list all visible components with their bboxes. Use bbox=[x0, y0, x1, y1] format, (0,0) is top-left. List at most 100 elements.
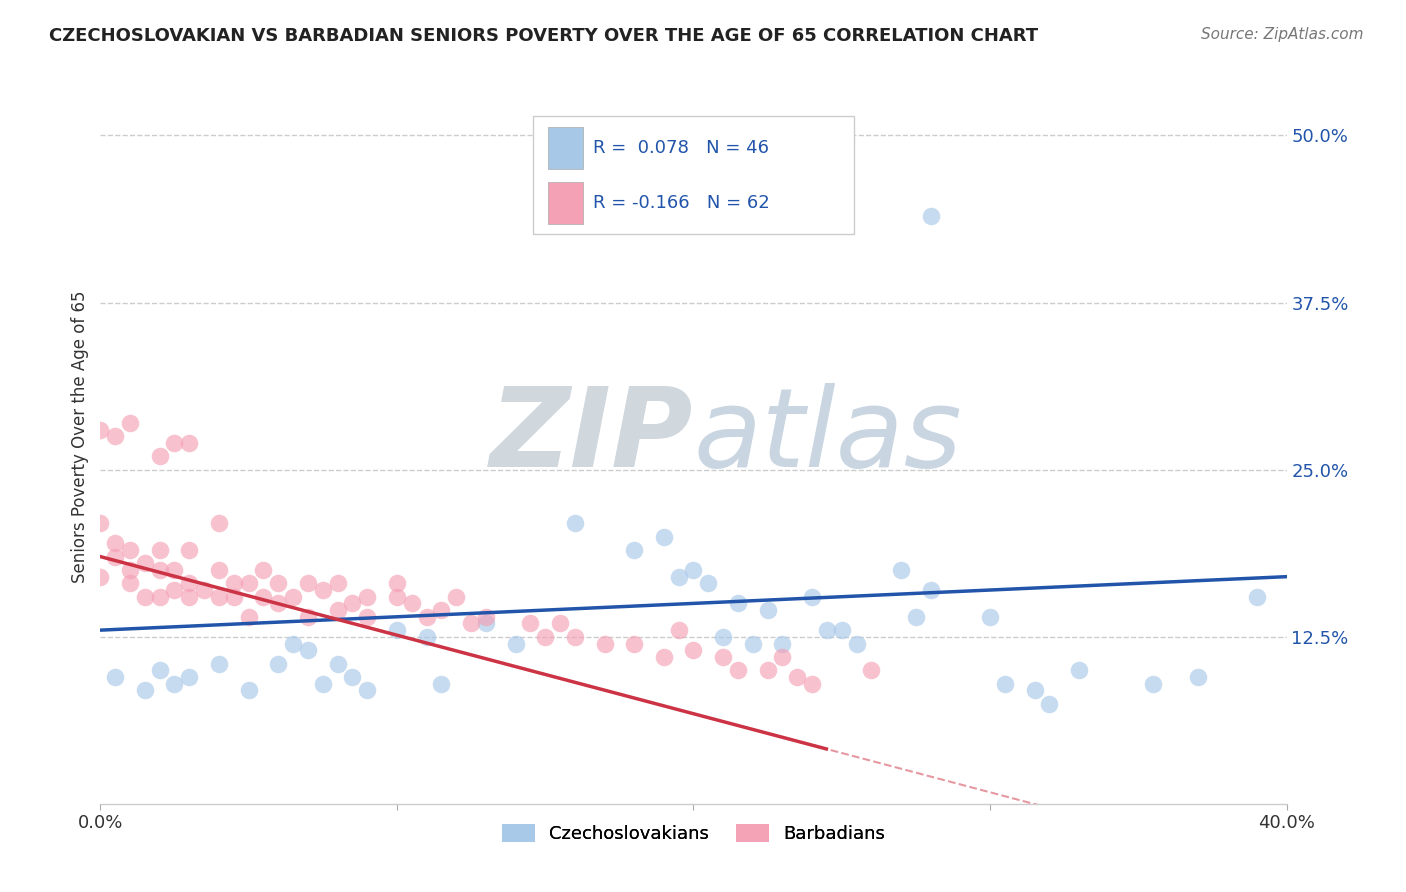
Point bbox=[222, 576, 245, 591]
Point bbox=[711, 649, 734, 664]
Point bbox=[801, 676, 824, 690]
Point bbox=[252, 563, 274, 577]
Point bbox=[179, 670, 201, 684]
Text: atlas: atlas bbox=[693, 383, 962, 490]
Point bbox=[104, 549, 127, 564]
Point bbox=[1024, 683, 1046, 698]
FancyBboxPatch shape bbox=[533, 116, 853, 234]
Point bbox=[134, 556, 156, 570]
Point bbox=[297, 576, 319, 591]
Point bbox=[564, 630, 586, 644]
Point bbox=[149, 590, 172, 604]
Text: Source: ZipAtlas.com: Source: ZipAtlas.com bbox=[1201, 27, 1364, 42]
Point bbox=[179, 436, 201, 450]
Point bbox=[342, 670, 364, 684]
Point bbox=[815, 623, 838, 637]
Point bbox=[267, 576, 290, 591]
Point bbox=[356, 590, 378, 604]
Point bbox=[149, 450, 172, 464]
Point bbox=[904, 609, 927, 624]
Point bbox=[920, 209, 942, 223]
Point bbox=[786, 670, 808, 684]
Point bbox=[208, 563, 231, 577]
Text: R =  0.078   N = 46: R = 0.078 N = 46 bbox=[593, 138, 769, 157]
Point bbox=[312, 676, 335, 690]
Point bbox=[519, 616, 541, 631]
Point bbox=[179, 590, 201, 604]
Point bbox=[104, 429, 127, 443]
Point bbox=[1067, 663, 1090, 677]
Point bbox=[401, 596, 423, 610]
Point bbox=[134, 683, 156, 698]
Point bbox=[564, 516, 586, 531]
Point bbox=[668, 569, 690, 583]
FancyBboxPatch shape bbox=[547, 182, 583, 224]
Point bbox=[460, 616, 482, 631]
Point bbox=[430, 603, 453, 617]
Point bbox=[238, 609, 260, 624]
Point bbox=[979, 609, 1001, 624]
Point bbox=[163, 436, 186, 450]
Point bbox=[149, 563, 172, 577]
Point bbox=[385, 576, 408, 591]
Point bbox=[267, 596, 290, 610]
Point bbox=[208, 516, 231, 531]
Point bbox=[430, 676, 453, 690]
Point bbox=[1142, 676, 1164, 690]
Point bbox=[385, 590, 408, 604]
Point bbox=[252, 590, 274, 604]
Point bbox=[831, 623, 853, 637]
Point bbox=[548, 616, 571, 631]
Legend: Czechoslovakians, Barbadians: Czechoslovakians, Barbadians bbox=[495, 816, 891, 850]
Point bbox=[727, 596, 749, 610]
Point bbox=[342, 596, 364, 610]
Point bbox=[593, 636, 616, 650]
Text: CZECHOSLOVAKIAN VS BARBADIAN SENIORS POVERTY OVER THE AGE OF 65 CORRELATION CHAR: CZECHOSLOVAKIAN VS BARBADIAN SENIORS POV… bbox=[49, 27, 1039, 45]
Point bbox=[118, 542, 141, 557]
Point bbox=[326, 603, 349, 617]
Point bbox=[297, 643, 319, 657]
Point bbox=[756, 603, 779, 617]
Point bbox=[668, 623, 690, 637]
Point bbox=[1246, 590, 1268, 604]
Point bbox=[920, 582, 942, 597]
Point bbox=[415, 630, 437, 644]
Text: ZIP: ZIP bbox=[489, 383, 693, 490]
Point bbox=[89, 569, 111, 583]
Point bbox=[89, 423, 111, 437]
Y-axis label: Seniors Poverty Over the Age of 65: Seniors Poverty Over the Age of 65 bbox=[72, 290, 89, 582]
Point bbox=[534, 630, 557, 644]
Point bbox=[444, 590, 467, 604]
Point bbox=[281, 636, 304, 650]
Point bbox=[238, 683, 260, 698]
Point bbox=[415, 609, 437, 624]
Point bbox=[860, 663, 883, 677]
Point bbox=[312, 582, 335, 597]
Point bbox=[104, 670, 127, 684]
Point bbox=[890, 563, 912, 577]
Point bbox=[149, 542, 172, 557]
Point bbox=[193, 582, 215, 597]
Point bbox=[208, 590, 231, 604]
Point bbox=[770, 636, 793, 650]
Point bbox=[623, 636, 645, 650]
Point bbox=[652, 649, 675, 664]
Point bbox=[238, 576, 260, 591]
Point bbox=[801, 590, 824, 604]
Point bbox=[134, 590, 156, 604]
FancyBboxPatch shape bbox=[547, 127, 583, 169]
Point bbox=[179, 542, 201, 557]
Point bbox=[727, 663, 749, 677]
Point bbox=[326, 576, 349, 591]
Point bbox=[118, 563, 141, 577]
Point bbox=[104, 536, 127, 550]
Point bbox=[208, 657, 231, 671]
Point bbox=[845, 636, 868, 650]
Point bbox=[118, 416, 141, 430]
Point bbox=[179, 576, 201, 591]
Point bbox=[326, 657, 349, 671]
Point bbox=[682, 643, 704, 657]
Point bbox=[505, 636, 527, 650]
Point bbox=[1038, 697, 1060, 711]
Point bbox=[770, 649, 793, 664]
